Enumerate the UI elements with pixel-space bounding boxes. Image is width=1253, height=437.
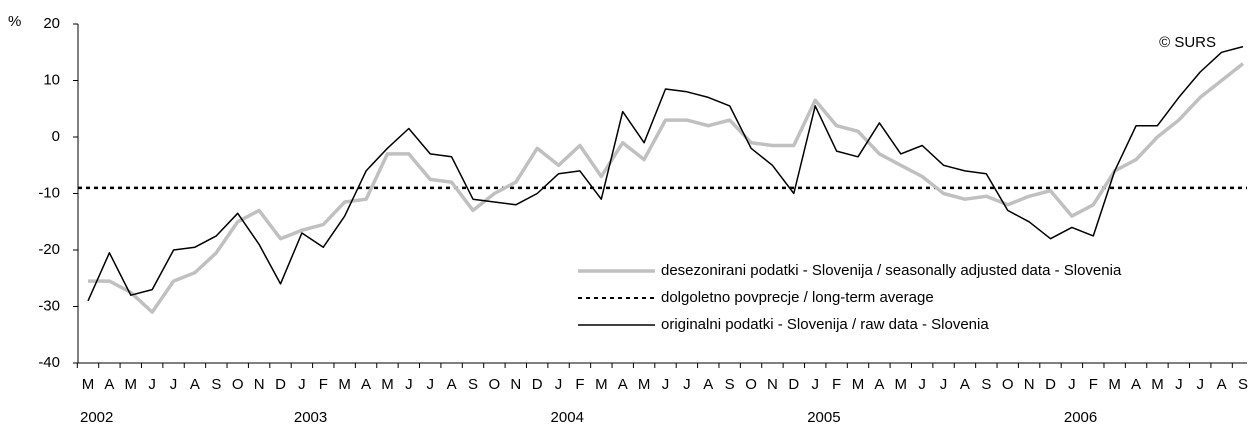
year-label: 2005 — [807, 409, 840, 426]
x-tick-label: A — [447, 376, 457, 393]
annotation: © SURS — [1159, 34, 1216, 51]
x-tick-label: J — [1175, 376, 1183, 393]
legend-label: desezonirani podatki - Slovenija / seaso… — [661, 262, 1122, 279]
x-tick-label: N — [510, 376, 521, 393]
x-tick-label: J — [811, 376, 819, 393]
x-tick-label: J — [662, 376, 670, 393]
x-tick-label: M — [895, 376, 908, 393]
x-tick-label: M — [1108, 376, 1121, 393]
x-tick-label: N — [767, 376, 778, 393]
x-tick-label: M — [82, 376, 95, 393]
x-tick-label: D — [532, 376, 543, 393]
x-tick-label: O — [489, 376, 501, 393]
legend-label: dolgoletno povprecje / long-term average — [661, 289, 934, 306]
y-unit: % — [8, 13, 21, 30]
x-tick-label: A — [1217, 376, 1227, 393]
x-tick-label: M — [595, 376, 608, 393]
y-tick-label: -30 — [38, 297, 60, 314]
x-tick-label: A — [190, 376, 200, 393]
x-tick-label: S — [468, 376, 478, 393]
y-tick-label: 0 — [52, 128, 60, 145]
x-tick-label: J — [555, 376, 563, 393]
x-tick-label: M — [638, 376, 651, 393]
x-tick-label: D — [788, 376, 799, 393]
x-tick-label: J — [1196, 376, 1204, 393]
y-tick-label: 20 — [43, 15, 60, 32]
x-tick-label: J — [148, 376, 156, 393]
x-tick-label: O — [745, 376, 757, 393]
year-label: 2002 — [80, 409, 113, 426]
x-tick-label: F — [319, 376, 328, 393]
x-tick-label: F — [575, 376, 584, 393]
year-label: 2004 — [551, 409, 584, 426]
y-tick-label: 10 — [43, 71, 60, 88]
x-tick-label: J — [298, 376, 306, 393]
x-tick-label: N — [1024, 376, 1035, 393]
x-tick-label: J — [426, 376, 434, 393]
x-tick-label: A — [618, 376, 628, 393]
x-tick-label: O — [232, 376, 244, 393]
x-tick-label: D — [1045, 376, 1056, 393]
x-tick-label: F — [1089, 376, 1098, 393]
x-tick-label: J — [1068, 376, 1076, 393]
x-tick-label: O — [1002, 376, 1014, 393]
x-tick-label: M — [125, 376, 138, 393]
x-tick-label: M — [381, 376, 394, 393]
x-tick-label: A — [104, 376, 114, 393]
x-tick-label: A — [874, 376, 884, 393]
year-label: 2003 — [294, 409, 327, 426]
x-tick-label: S — [981, 376, 991, 393]
year-label: 2006 — [1064, 409, 1097, 426]
y-tick-label: -20 — [38, 241, 60, 258]
x-tick-label: D — [275, 376, 286, 393]
y-tick-label: -40 — [38, 354, 60, 371]
x-tick-label: S — [725, 376, 735, 393]
x-tick-label: A — [960, 376, 970, 393]
y-tick-label: -10 — [38, 184, 60, 201]
x-tick-label: M — [852, 376, 865, 393]
x-tick-label: A — [361, 376, 371, 393]
series-line — [88, 62, 1245, 314]
x-tick-label: N — [254, 376, 265, 393]
x-tick-label: S — [1238, 376, 1248, 393]
x-tick-label: J — [405, 376, 413, 393]
x-tick-label: M — [1151, 376, 1164, 393]
x-tick-label: S — [211, 376, 221, 393]
x-tick-label: F — [832, 376, 841, 393]
series-line — [87, 45, 1244, 302]
x-tick-label: J — [918, 376, 926, 393]
legend-label: originalni podatki - Slovenija / raw dat… — [661, 316, 989, 333]
x-tick-label: M — [338, 376, 351, 393]
x-tick-label: A — [703, 376, 713, 393]
x-tick-label: J — [683, 376, 691, 393]
x-tick-label: J — [170, 376, 178, 393]
x-tick-label: J — [940, 376, 948, 393]
x-tick-label: A — [1131, 376, 1141, 393]
